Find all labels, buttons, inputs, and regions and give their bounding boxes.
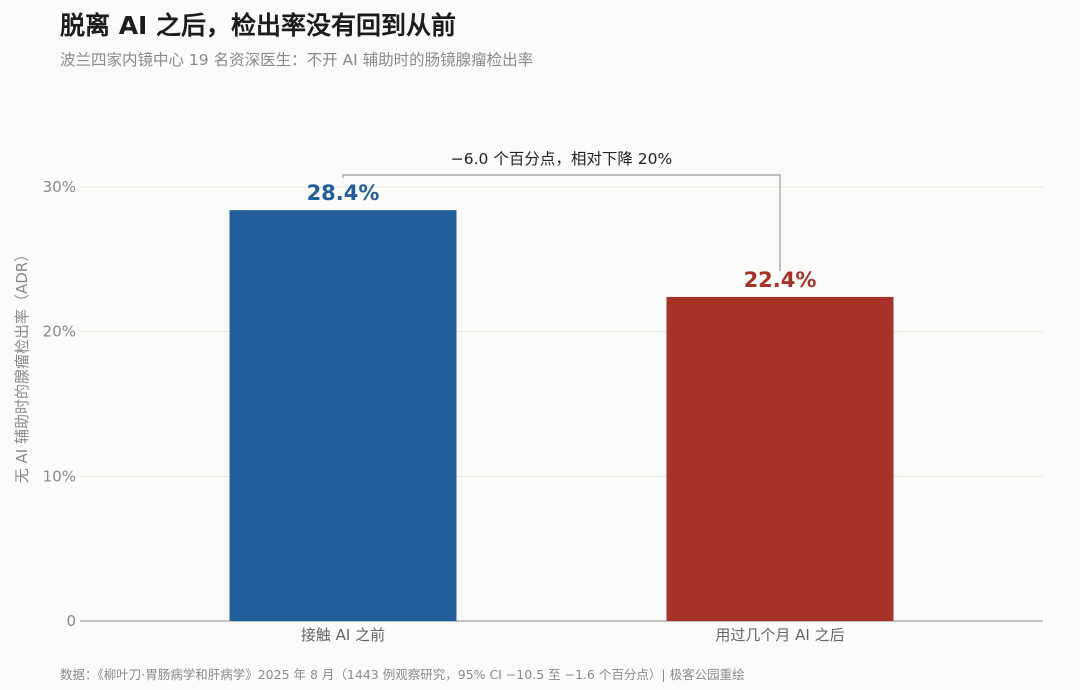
bar-value-label: 28.4% bbox=[307, 181, 380, 205]
x-category-label: 接触 AI 之前 bbox=[301, 626, 385, 644]
y-tick-label: 20% bbox=[43, 323, 76, 341]
chart-title: 脱离 AI 之后，检出率没有回到从前 bbox=[60, 11, 457, 40]
difference-bracket bbox=[342, 174, 781, 271]
y-tick-label: 30% bbox=[43, 178, 76, 196]
value-labels: 28.4% 22.4% bbox=[307, 181, 817, 292]
y-axis-label: 无 AI 辅助时的腺瘤检出率（ADR） bbox=[13, 247, 31, 483]
y-tick-label: 0 bbox=[66, 612, 76, 630]
bar bbox=[229, 210, 457, 621]
bar-chart: 0 10% 20% 30% 接触 AI 之前 用过几个月 AI 之后 28.4% 22.4… bbox=[13, 150, 1043, 644]
bars bbox=[229, 210, 894, 621]
bar-value-label: 22.4% bbox=[744, 268, 817, 292]
gridlines bbox=[80, 186, 1043, 477]
source-note: 数据：《柳叶刀·胃肠病学和肝病学》2025 年 8 月（1443 例观察研究，9… bbox=[60, 667, 745, 682]
difference-annotation: −6.0 个百分点，相对下降 20% bbox=[451, 150, 672, 168]
y-axis-ticks: 0 10% 20% 30% bbox=[43, 178, 76, 630]
y-tick-label: 10% bbox=[43, 467, 76, 485]
x-axis-categories: 接触 AI 之前 用过几个月 AI 之后 bbox=[301, 626, 845, 644]
bar bbox=[666, 296, 894, 621]
chart-subtitle: 波兰四家内镜中心 19 名资深医生：不开 AI 辅助时的肠镜腺瘤检出率 bbox=[60, 51, 534, 69]
x-category-label: 用过几个月 AI 之后 bbox=[715, 626, 844, 644]
